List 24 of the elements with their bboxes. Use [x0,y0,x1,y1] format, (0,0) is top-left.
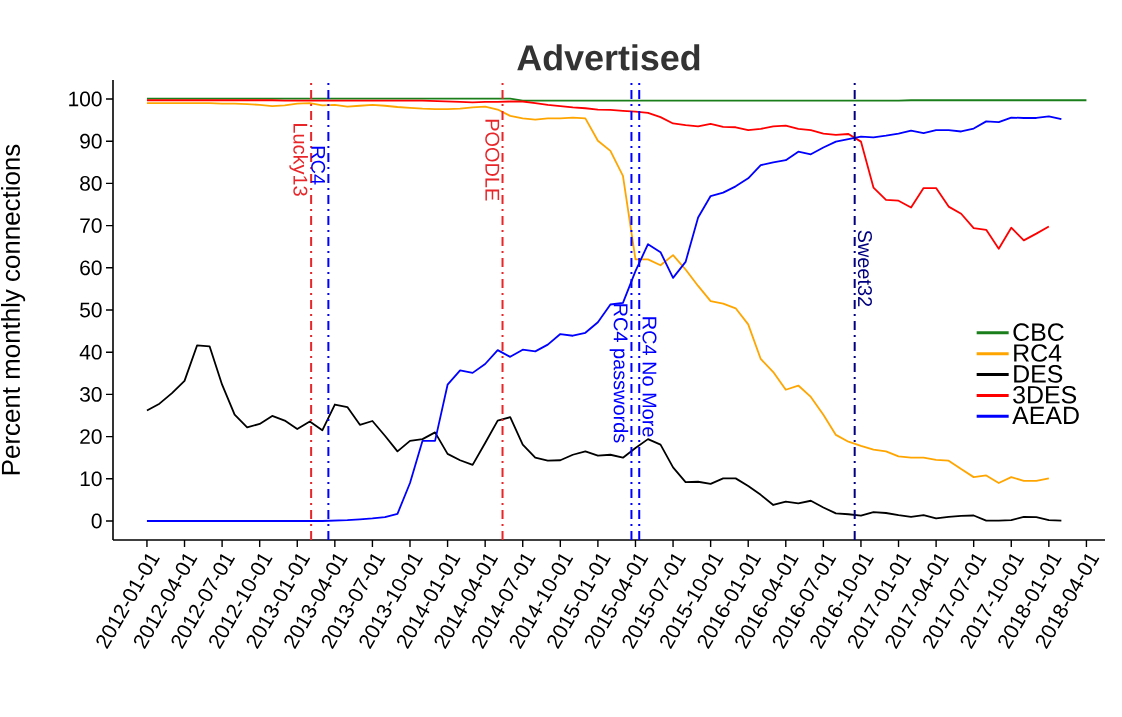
y-tick-label: 10 [80,471,102,487]
legend-label: RC4 [1014,344,1062,362]
legend-label: CBC [1013,323,1064,341]
ref-line-label: RC4 passwords [609,304,629,443]
y-tick-label: 0 [91,513,102,529]
y-tick-label: 30 [80,386,102,402]
ref-line-label: RC4 [311,146,326,185]
y-tick-label: 100 [69,91,102,107]
y-tick-label: 80 [80,175,102,191]
ref-line-label: RC4 No More [642,317,657,437]
y-tick-label: 70 [80,218,102,233]
legend-label: DES [1014,365,1063,383]
y-tick-label: 50 [80,302,102,318]
y-tick-label: 20 [80,429,102,445]
legend-label: AEAD [1012,406,1079,424]
ref-line-label: Lucky13 [289,124,308,196]
y-tick-label: 90 [80,133,102,149]
y-tick-label: 40 [79,344,102,360]
ref-line-label: Sweet32 [857,230,872,307]
ref-line-label: POODLE [485,119,500,201]
y-axis-title: Percent monthly connections [1,144,26,475]
chart-title: Advertised [517,44,700,71]
y-tick-label: 60 [80,260,102,276]
legend-label: 3DES [1013,385,1077,404]
